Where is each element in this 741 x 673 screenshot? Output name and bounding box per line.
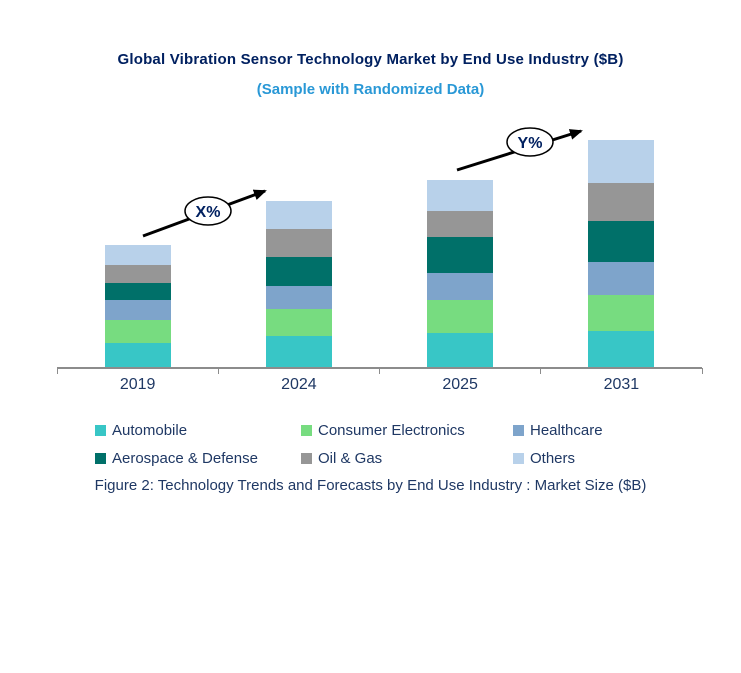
growth-oval-x [184,196,232,226]
legend-swatch-icon [513,425,524,436]
legend-item-automobile: Automobile [95,422,187,439]
x-axis-tick [379,368,380,374]
x-axis-label-2019: 2019 [119,376,156,393]
legend-swatch-icon [95,425,106,436]
legend-item-consumer-electronics: Consumer Electronics [301,422,465,439]
x-axis-tick [540,368,542,374]
x-axis-tick [217,368,219,374]
legend-label: Automobile [112,422,188,439]
chart-subtitle: (Sample with Randomized Data) [256,81,485,98]
bar-segment-oil-gas-2025 [427,211,494,237]
growth-annotation-x: X% [142,189,267,238]
growth-label-x: X% [196,204,221,221]
legend-label: Consumer Electronics [318,422,465,439]
x-axis-label-2031: 2031 [603,376,640,393]
legend-swatch-icon [301,425,312,436]
bar-segment-automobile-2025 [427,333,494,367]
bar-segment-oil-gas-2019 [104,265,171,283]
bar-segment-automobile-2024 [265,336,332,367]
bar-segment-consumer-electronics-2031 [588,295,655,331]
bar-segment-oil-gas-2024 [265,229,332,257]
x-axis-tick [701,368,703,374]
bar-segment-healthcare-2031 [588,262,655,295]
growth-arrow-x [142,189,267,238]
bar-segment-aerospace-defense-2025 [427,237,494,273]
bar-segment-healthcare-2019 [104,300,171,320]
legend-swatch-icon [95,453,106,464]
x-axis-label-2024: 2024 [281,376,317,393]
bar-segment-others-2024 [265,201,332,229]
bar-segment-healthcare-2024 [265,286,332,309]
legend-item-healthcare: Healthcare [513,422,603,439]
bar-segment-healthcare-2025 [427,273,494,300]
chart-title: Global Vibration Sensor Technology Marke… [117,51,624,68]
legend-item-others: Others [513,450,575,467]
bar-segment-aerospace-defense-2024 [265,257,332,286]
legend-label: Aerospace & Defense [112,450,258,467]
bar-segment-aerospace-defense-2019 [104,283,171,300]
legend-label: Oil & Gas [318,450,383,467]
bar-segment-others-2025 [427,180,494,211]
growth-annotation-y: Y% [456,127,583,172]
legend-label: Others [530,450,576,467]
growth-arrow-y [456,129,583,172]
x-axis-tick [56,368,58,374]
bar-segment-oil-gas-2031 [588,183,655,221]
bar-segment-consumer-electronics-2019 [104,320,171,343]
bar-segment-automobile-2019 [104,343,171,367]
bar-segment-automobile-2031 [588,331,655,367]
bar-segment-consumer-electronics-2025 [427,300,494,333]
x-axis-label-2025: 2025 [442,376,478,393]
bar-segment-others-2031 [588,140,655,183]
legend-swatch-icon [513,453,524,464]
bar-segment-aerospace-defense-2031 [588,221,655,262]
legend-item-aerospace-defense: Aerospace & Defense [95,450,258,467]
growth-label-y: Y% [518,135,543,152]
growth-oval-y [506,127,554,157]
legend-label: Healthcare [530,422,603,439]
legend-item-oil-gas: Oil & Gas [301,450,382,467]
legend-swatch-icon [301,453,312,464]
bar-segment-consumer-electronics-2024 [265,309,332,336]
figure-caption: Figure 2: Technology Trends and Forecast… [94,477,647,494]
bar-segment-others-2019 [104,245,171,265]
